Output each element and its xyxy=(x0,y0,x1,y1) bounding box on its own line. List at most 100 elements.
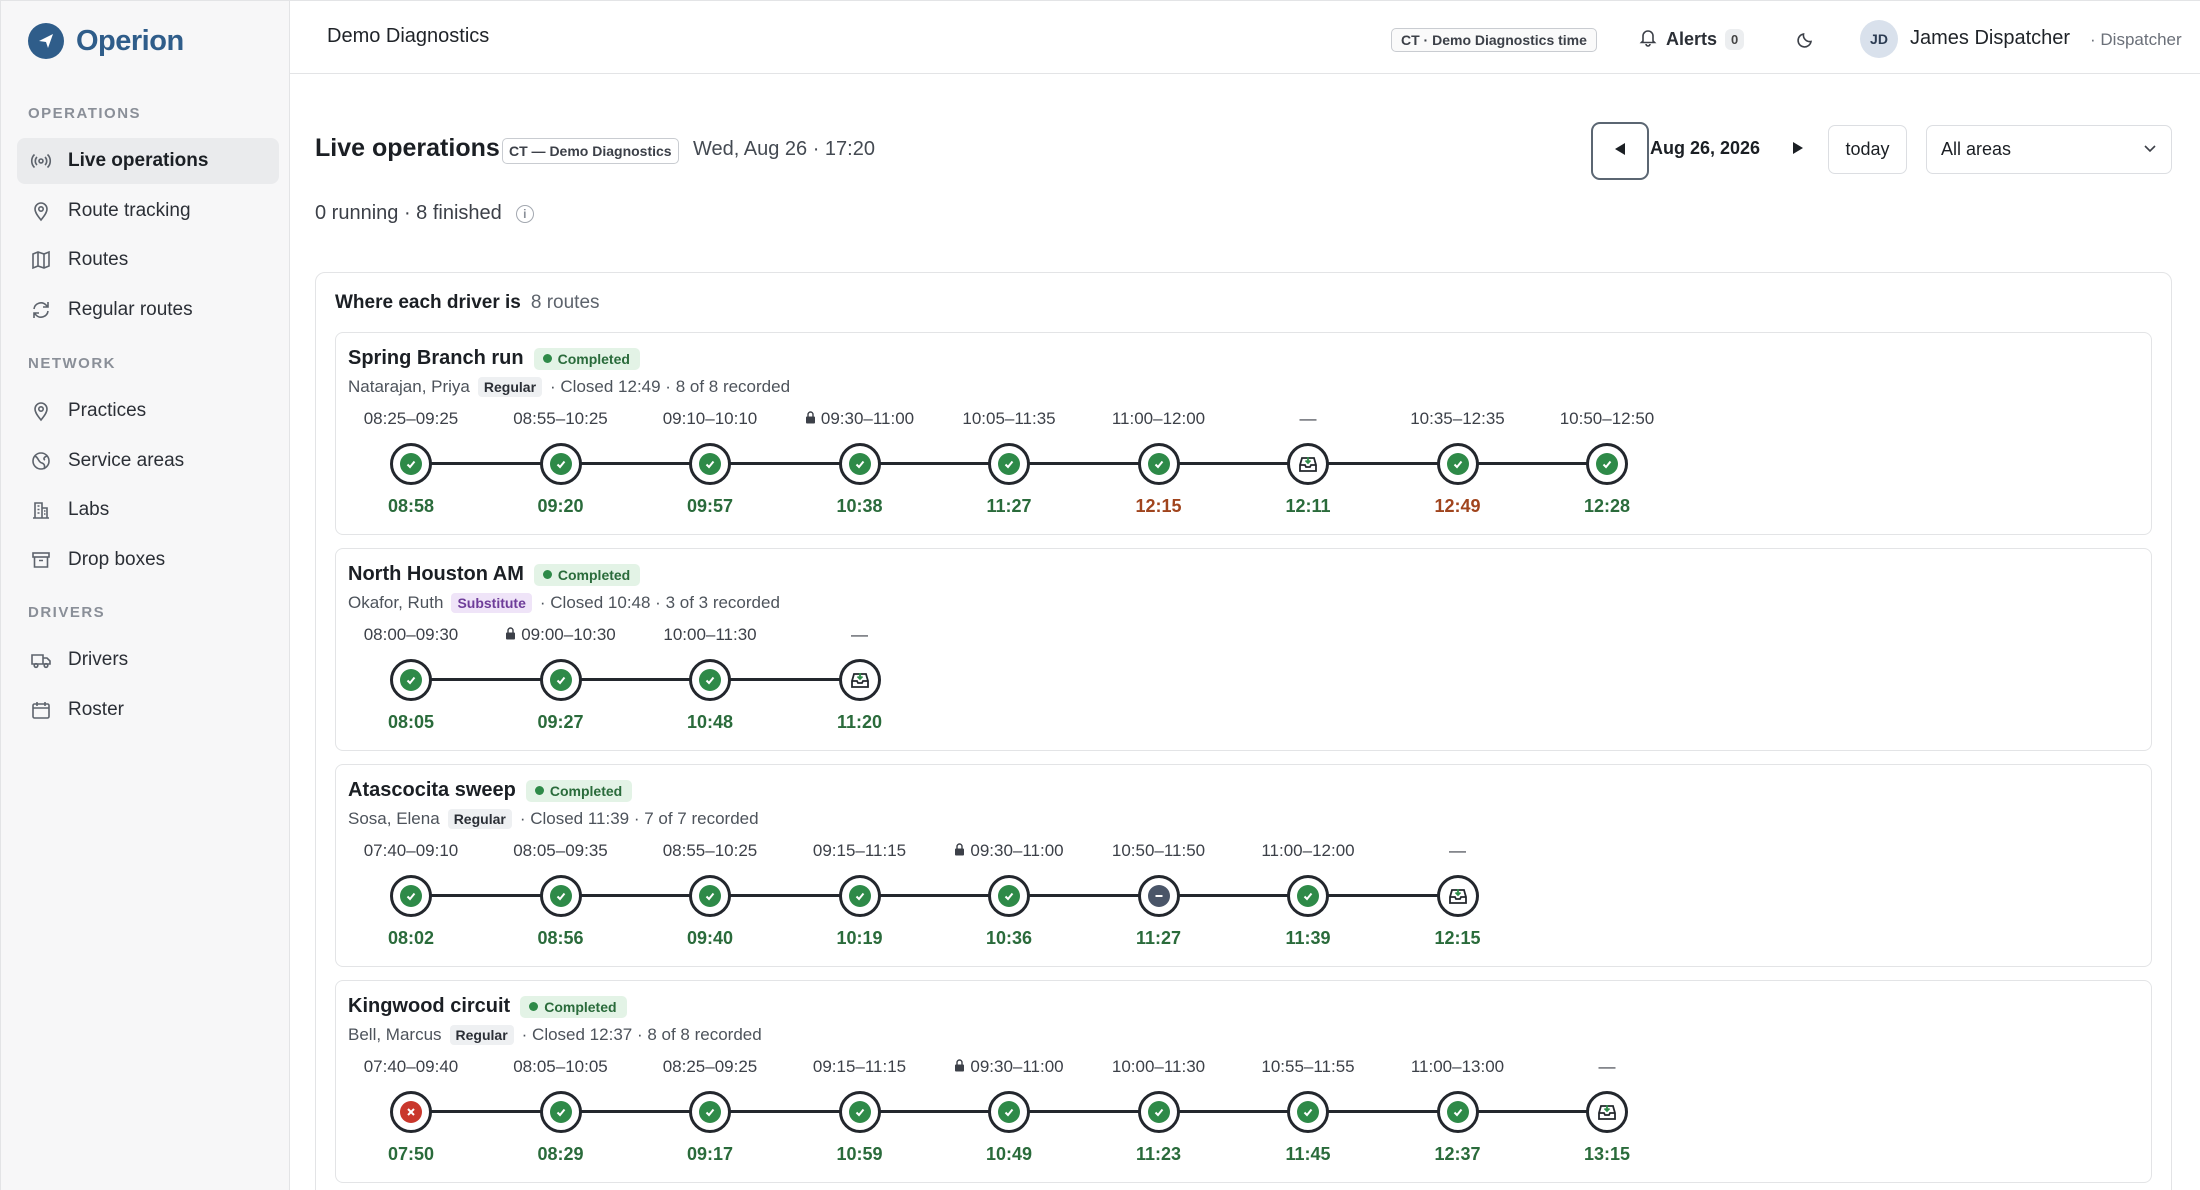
route-card[interactable]: Atascocita sweep Completed Sosa, Elena R… xyxy=(335,764,2152,967)
stop-window-label: 10:50–11:50 xyxy=(1111,841,1206,860)
status-badge: Completed xyxy=(520,995,627,1018)
stop-actual-time: 08:02 xyxy=(387,928,435,948)
inbox-icon[interactable] xyxy=(838,659,881,701)
stop-time-window: 10:05–11:35 xyxy=(934,409,1084,429)
timeline-stop: 10:50–11:50 11:27 xyxy=(1084,841,1234,951)
stop-actual-time: 10:19 xyxy=(836,928,883,948)
stop-status-check-icon[interactable] xyxy=(1137,443,1180,485)
info-icon[interactable]: i xyxy=(515,204,534,223)
status-dot-icon xyxy=(542,570,552,579)
stop-status-check-icon[interactable] xyxy=(539,875,582,917)
stop-window-label: 09:30–11:00 xyxy=(970,841,1064,860)
check-icon xyxy=(400,453,422,475)
moon-icon[interactable] xyxy=(1792,25,1820,53)
sidebar-item-label: Routes xyxy=(68,249,129,271)
stop-actual-time: 12:11 xyxy=(1285,496,1331,516)
stop-time-window: 09:30–11:00 xyxy=(934,1057,1084,1077)
stop-status-check-icon[interactable] xyxy=(689,1091,731,1133)
sidebar-item-route-tracking[interactable]: Route tracking xyxy=(17,188,279,234)
repeat-icon xyxy=(30,299,52,321)
stop-status-check-icon[interactable] xyxy=(1586,443,1628,485)
route-card[interactable]: Spring Branch run Completed Natarajan, P… xyxy=(335,332,2152,535)
inbox-icon[interactable] xyxy=(1436,875,1479,917)
check-icon xyxy=(848,885,871,907)
stop-status-check-icon[interactable] xyxy=(390,875,432,917)
stop-status-minus-icon[interactable] xyxy=(1137,875,1180,917)
stop-status-check-icon[interactable] xyxy=(988,875,1030,917)
area-select[interactable]: All areas xyxy=(1926,125,2172,174)
stop-status-check-icon[interactable] xyxy=(1137,1091,1180,1133)
stop-actual-time: 12:49 xyxy=(1434,496,1481,516)
stop-status-check-icon[interactable] xyxy=(1287,875,1329,917)
stop-status-check-icon[interactable] xyxy=(390,659,432,701)
sidebar-item-roster[interactable]: Roster xyxy=(17,687,279,733)
check-icon xyxy=(1297,885,1319,907)
stop-window-label: 08:25–09:25 xyxy=(363,409,459,428)
stop-status-check-icon[interactable] xyxy=(689,875,731,917)
inbox-icon[interactable] xyxy=(1586,1091,1628,1133)
stop-status-check-icon[interactable] xyxy=(838,875,881,917)
sidebar-item-drop-boxes[interactable]: Drop boxes xyxy=(17,537,279,583)
building-icon xyxy=(30,499,52,521)
stop-status-check-icon[interactable] xyxy=(539,443,582,485)
sidebar-item-practices[interactable]: Practices xyxy=(17,388,279,434)
brand[interactable]: Operion xyxy=(28,23,184,59)
route-meta: · Closed 11:39 · 7 of 7 recorded xyxy=(519,809,759,828)
route-subtitle: Natarajan, Priya Regular · Closed 12:49 … xyxy=(348,377,790,397)
stop-status-check-icon[interactable] xyxy=(689,443,731,485)
stop-window-label: 08:05–09:35 xyxy=(513,841,608,860)
stop-status-check-icon[interactable] xyxy=(539,1091,582,1133)
stop-status-x-icon[interactable] xyxy=(390,1091,432,1133)
stop-status-check-icon[interactable] xyxy=(988,1091,1030,1133)
stop-status-check-icon[interactable] xyxy=(539,659,582,701)
main-content: Live operations CT — Demo Diagnostics We… xyxy=(290,74,2200,1190)
status-dot-icon xyxy=(529,1002,539,1011)
timeline-stop: — 11:20 xyxy=(785,625,935,735)
route-card[interactable]: North Houston AM Completed Okafor, Ruth … xyxy=(335,548,2152,751)
stop-status-check-icon[interactable] xyxy=(390,443,432,485)
sidebar-item-labs[interactable]: Labs xyxy=(17,487,279,533)
brand-name: Operion xyxy=(76,24,184,57)
next-day-button[interactable] xyxy=(1786,136,1810,164)
stop-actual-time: 11:23 xyxy=(1135,1144,1182,1164)
stop-actual-time: 11:27 xyxy=(1135,928,1182,948)
route-header: Spring Branch run Completed xyxy=(348,347,640,370)
sidebar-item-drivers[interactable]: Drivers xyxy=(17,637,279,683)
org-name: Demo Diagnostics xyxy=(327,25,490,47)
stop-status-check-icon[interactable] xyxy=(838,1091,881,1133)
sidebar-item-service-areas[interactable]: Service areas xyxy=(17,438,279,484)
stop-window-label: 08:00–09:30 xyxy=(363,625,459,644)
stop-status-check-icon[interactable] xyxy=(1287,1091,1329,1133)
avatar[interactable]: JD xyxy=(1860,20,1898,58)
stop-status-check-icon[interactable] xyxy=(1436,1091,1479,1133)
summary-text: 0 running · 8 finished xyxy=(315,202,502,224)
timezone-chip: CT · Demo Diagnostics time xyxy=(1391,28,1597,52)
stop-status-check-icon[interactable] xyxy=(689,659,731,701)
stop-actual-time: 08:05 xyxy=(387,712,435,732)
stop-time-window: — xyxy=(1383,841,1533,861)
stop-time-window: 10:50–11:50 xyxy=(1084,841,1234,861)
stop-status-check-icon[interactable] xyxy=(838,443,881,485)
stop-time-window: 10:00–11:30 xyxy=(1084,1057,1234,1077)
sidebar-item-routes[interactable]: Routes xyxy=(17,237,279,283)
route-meta: · Closed 12:37 · 8 of 8 recorded xyxy=(521,1025,762,1044)
check-icon xyxy=(998,453,1020,475)
stop-status-check-icon[interactable] xyxy=(988,443,1030,485)
stop-actual-time: 10:48 xyxy=(686,712,734,732)
nav-section-label: DRIVERS xyxy=(28,604,106,621)
inbox-icon[interactable] xyxy=(1287,443,1329,485)
sidebar-item-regular-routes[interactable]: Regular routes xyxy=(17,287,279,333)
driver-name: Natarajan, Priya xyxy=(348,377,470,396)
stop-status-check-icon[interactable] xyxy=(1436,443,1479,485)
stop-actual-time: 08:29 xyxy=(537,1144,584,1164)
check-icon xyxy=(848,1101,871,1123)
timeline-stop: 08:55–10:25 09:20 xyxy=(486,409,636,519)
previous-day-button[interactable] xyxy=(1591,122,1649,180)
alerts-button[interactable]: Alerts 0 xyxy=(1638,23,1745,55)
today-button[interactable]: today xyxy=(1828,125,1907,174)
brand-logo-icon xyxy=(28,23,64,59)
stop-window-label: — xyxy=(1299,409,1317,428)
timeline-stop: 09:00–10:30 09:27 xyxy=(486,625,636,735)
sidebar-item-live-operations[interactable]: Live operations xyxy=(17,138,279,184)
route-card[interactable]: Kingwood circuit Completed Bell, Marcus … xyxy=(335,980,2152,1183)
